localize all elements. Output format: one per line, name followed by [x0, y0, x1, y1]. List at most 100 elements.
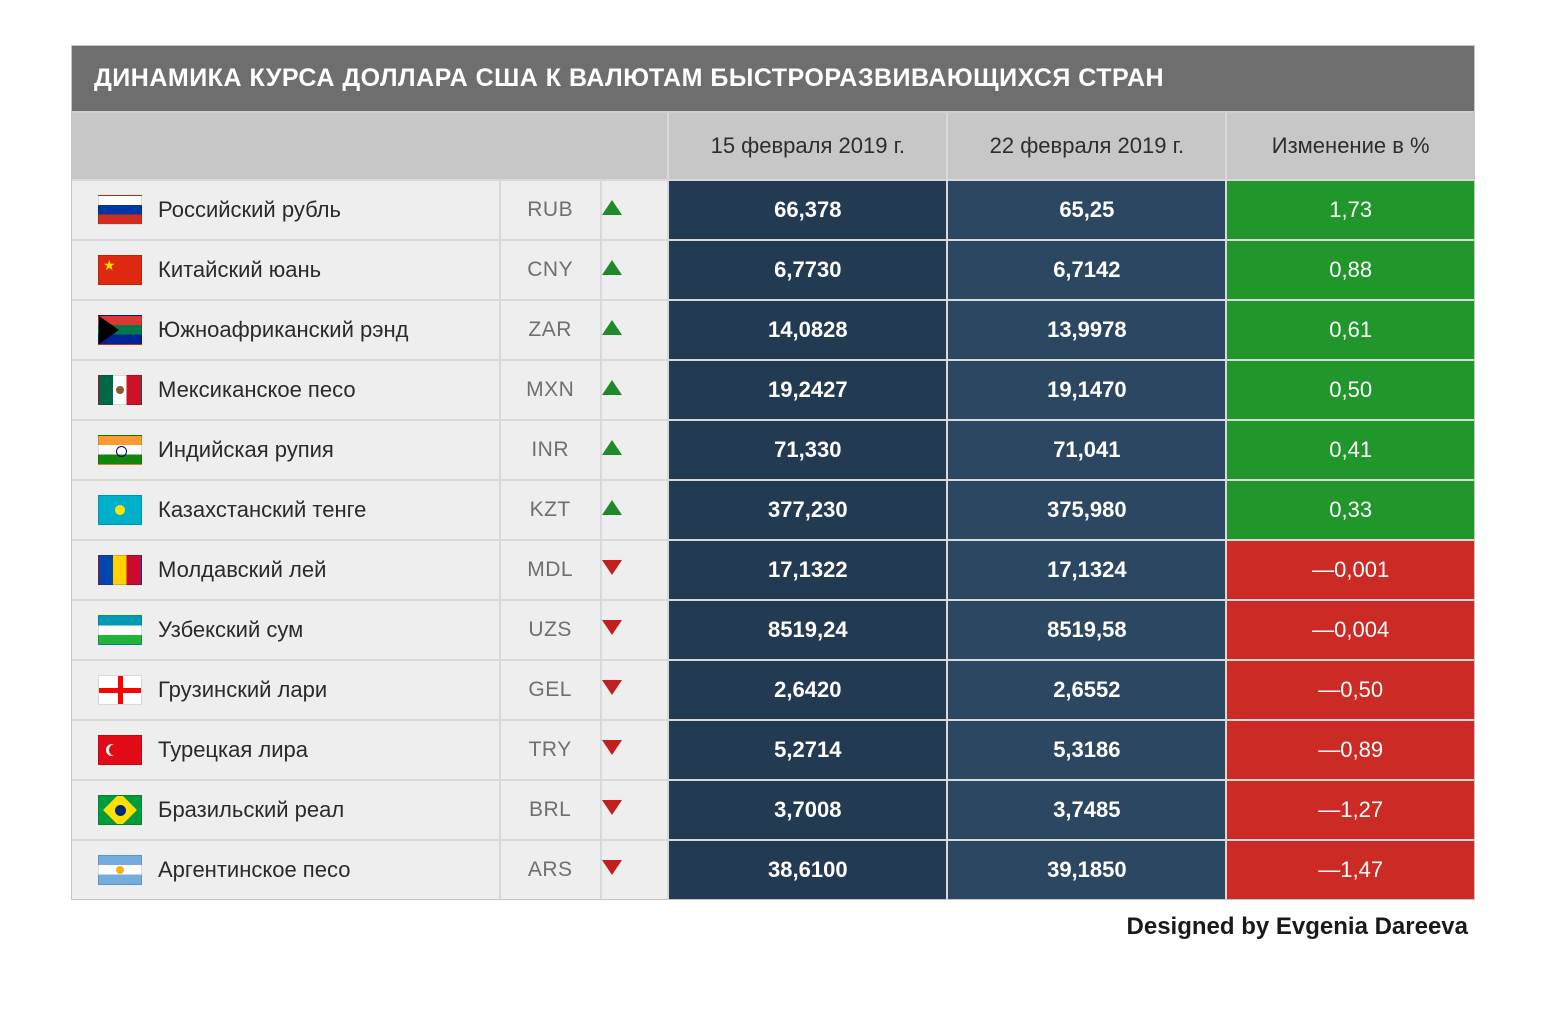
value-date1: 14,0828 [668, 300, 947, 360]
arrow-down-icon [601, 660, 669, 720]
header-change: Изменение в % [1226, 112, 1474, 180]
currency-name-cell: Индийская рупия [72, 421, 499, 479]
table-row: Индийская рупияINR71,33071,0410,41 [72, 420, 1474, 480]
value-date2: 6,7142 [947, 240, 1226, 300]
value-change: —1,47 [1226, 840, 1474, 899]
currency-code: GEL [500, 660, 601, 720]
currency-name-cell: Российский рубль [72, 181, 499, 239]
value-date2: 65,25 [947, 180, 1226, 240]
currency-code: TRY [500, 720, 601, 780]
table-row: Молдавский лей MDL 17,132217,1324—0,001 [72, 540, 1474, 600]
arrow-down-icon [601, 840, 669, 899]
currency-code: KZT [500, 480, 601, 540]
currency-name: Казахстанский тенге [158, 497, 366, 523]
value-change: —1,27 [1226, 780, 1474, 840]
currency-name: Мексиканское песо [158, 377, 356, 403]
currency-name: Молдавский лей [158, 557, 326, 583]
currency-name: Узбекский сум [158, 617, 303, 643]
table-row: Южноафриканский рэндZAR14,082813,99780,6… [72, 300, 1474, 360]
value-date1: 17,1322 [668, 540, 947, 600]
flag-icon [98, 315, 142, 345]
arrow-up-icon [601, 240, 669, 300]
currency-name-cell: Узбекский сум [72, 601, 499, 659]
value-date1: 377,230 [668, 480, 947, 540]
currency-code: MDL [500, 540, 601, 600]
flag-icon [98, 375, 142, 405]
header-blank [72, 112, 668, 180]
value-date2: 39,1850 [947, 840, 1226, 899]
value-change: 0,33 [1226, 480, 1474, 540]
currency-name: Индийская рупия [158, 437, 334, 463]
currency-name-cell: Турецкая лира [72, 721, 499, 779]
value-date1: 19,2427 [668, 360, 947, 420]
currency-name-cell: Мексиканское песо [72, 361, 499, 419]
value-date2: 375,980 [947, 480, 1226, 540]
currency-name: Китайский юань [158, 257, 321, 283]
value-date1: 2,6420 [668, 660, 947, 720]
currency-name: Грузинский лари [158, 677, 327, 703]
value-change: —0,004 [1226, 600, 1474, 660]
flag-icon [98, 795, 142, 825]
currency-name-cell: Китайский юань [72, 241, 499, 299]
currency-code: CNY [500, 240, 601, 300]
currency-name: Российский рубль [158, 197, 341, 223]
value-date2: 5,3186 [947, 720, 1226, 780]
currency-name: Аргентинское песо [158, 857, 350, 883]
arrow-up-icon [601, 360, 669, 420]
currency-table: ДИНАМИКА КУРСА ДОЛЛАРА США К ВАЛЮТАМ БЫС… [72, 46, 1474, 899]
arrow-up-icon [601, 480, 669, 540]
value-date1: 8519,24 [668, 600, 947, 660]
flag-icon [98, 435, 142, 465]
flag-icon [98, 735, 142, 765]
value-change: 0,50 [1226, 360, 1474, 420]
currency-code: RUB [500, 180, 601, 240]
header-date1: 15 февраля 2019 г. [668, 112, 947, 180]
currency-name: Южноафриканский рэнд [158, 317, 408, 343]
table-row: Узбекский сум UZS 8519,248519,58—0,004 [72, 600, 1474, 660]
value-date1: 5,2714 [668, 720, 947, 780]
table-title: ДИНАМИКА КУРСА ДОЛЛАРА США К ВАЛЮТАМ БЫС… [72, 46, 1474, 112]
credit-text: Designed by Evgenia Dareeva [72, 913, 1474, 941]
value-date2: 8519,58 [947, 600, 1226, 660]
currency-name-cell: Южноафриканский рэнд [72, 301, 499, 359]
currency-name-cell: Аргентинское песо [72, 841, 499, 899]
currency-code: UZS [500, 600, 601, 660]
arrow-down-icon [601, 600, 669, 660]
arrow-up-icon [601, 300, 669, 360]
arrow-down-icon [601, 780, 669, 840]
currency-code: MXN [500, 360, 601, 420]
flag-icon [98, 555, 142, 585]
currency-code: INR [500, 420, 601, 480]
currency-name-cell: Молдавский лей [72, 541, 499, 599]
flag-icon [98, 675, 142, 705]
currency-code: BRL [500, 780, 601, 840]
value-change: —0,89 [1226, 720, 1474, 780]
value-date2: 71,041 [947, 420, 1226, 480]
arrow-up-icon [601, 180, 669, 240]
table-row: Российский рубль RUB 66,37865,251,73 [72, 180, 1474, 240]
table-row: Казахстанский тенге KZT 377,230375,9800,33 [72, 480, 1474, 540]
header-date2: 22 февраля 2019 г. [947, 112, 1226, 180]
currency-name-cell: Бразильский реал [72, 781, 499, 839]
value-date2: 19,1470 [947, 360, 1226, 420]
value-date2: 17,1324 [947, 540, 1226, 600]
value-change: —0,001 [1226, 540, 1474, 600]
value-change: 0,88 [1226, 240, 1474, 300]
currency-name: Бразильский реал [158, 797, 344, 823]
table-row: Бразильский реалBRL3,70083,7485—1,27 [72, 780, 1474, 840]
currency-name-cell: Казахстанский тенге [72, 481, 499, 539]
value-change: 0,61 [1226, 300, 1474, 360]
flag-icon [98, 855, 142, 885]
value-date1: 71,330 [668, 420, 947, 480]
value-date1: 66,378 [668, 180, 947, 240]
table-title-row: ДИНАМИКА КУРСА ДОЛЛАРА США К ВАЛЮТАМ БЫС… [72, 46, 1474, 112]
flag-icon [98, 255, 142, 285]
arrow-down-icon [601, 720, 669, 780]
table-row: Мексиканское песо MXN 19,242719,14700,50 [72, 360, 1474, 420]
table-row: Грузинский лариGEL2,64202,6552—0,50 [72, 660, 1474, 720]
value-change: 1,73 [1226, 180, 1474, 240]
value-date1: 6,7730 [668, 240, 947, 300]
flag-icon [98, 195, 142, 225]
flag-icon [98, 495, 142, 525]
currency-code: ARS [500, 840, 601, 899]
